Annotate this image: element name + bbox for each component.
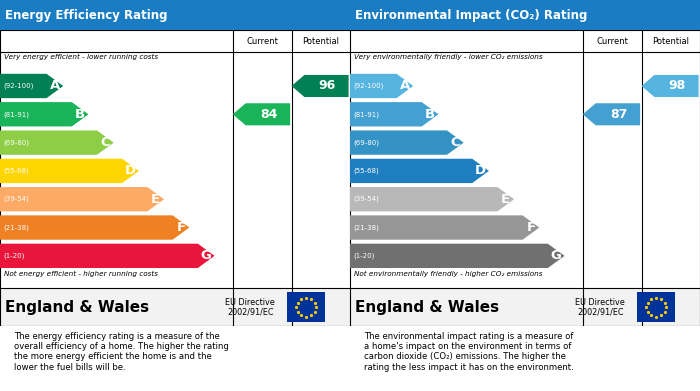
Polygon shape bbox=[350, 74, 413, 98]
Polygon shape bbox=[0, 187, 164, 212]
Polygon shape bbox=[350, 159, 489, 183]
Text: (39-54): (39-54) bbox=[354, 196, 379, 203]
Polygon shape bbox=[582, 103, 640, 126]
Text: F: F bbox=[176, 221, 186, 234]
Text: Very energy efficient - lower running costs: Very energy efficient - lower running co… bbox=[4, 54, 158, 60]
Text: G: G bbox=[551, 249, 561, 262]
Bar bbox=[350, 0, 700, 30]
Text: (81-91): (81-91) bbox=[354, 111, 379, 118]
Text: (1-20): (1-20) bbox=[354, 253, 375, 259]
Text: 87: 87 bbox=[610, 108, 627, 121]
Text: C: C bbox=[450, 136, 460, 149]
Polygon shape bbox=[350, 244, 564, 268]
Polygon shape bbox=[350, 215, 539, 240]
Text: A: A bbox=[400, 79, 410, 93]
Text: (69-80): (69-80) bbox=[4, 139, 29, 146]
Text: C: C bbox=[100, 136, 110, 149]
Text: (1-20): (1-20) bbox=[4, 253, 25, 259]
Text: Current: Current bbox=[596, 37, 628, 46]
Polygon shape bbox=[0, 131, 113, 155]
Text: 84: 84 bbox=[260, 108, 277, 121]
Bar bbox=[0, 288, 350, 326]
Bar bbox=[287, 292, 325, 322]
Polygon shape bbox=[641, 75, 699, 97]
Text: EU Directive
2002/91/EC: EU Directive 2002/91/EC bbox=[575, 298, 625, 317]
Text: Very environmentally friendly - lower CO₂ emissions: Very environmentally friendly - lower CO… bbox=[354, 54, 542, 60]
Text: F: F bbox=[526, 221, 536, 234]
Polygon shape bbox=[350, 131, 463, 155]
Text: D: D bbox=[475, 164, 486, 178]
Text: (21-38): (21-38) bbox=[354, 224, 379, 231]
Text: B: B bbox=[425, 108, 435, 121]
Bar bbox=[637, 292, 675, 322]
Polygon shape bbox=[0, 74, 63, 98]
Text: E: E bbox=[501, 193, 510, 206]
Text: G: G bbox=[201, 249, 211, 262]
Polygon shape bbox=[350, 187, 514, 212]
Polygon shape bbox=[0, 244, 214, 268]
Polygon shape bbox=[0, 102, 88, 126]
Text: Energy Efficiency Rating: Energy Efficiency Rating bbox=[6, 9, 168, 22]
Polygon shape bbox=[232, 103, 290, 126]
Text: (81-91): (81-91) bbox=[4, 111, 29, 118]
Text: A: A bbox=[50, 79, 60, 93]
Text: E: E bbox=[151, 193, 160, 206]
Text: The environmental impact rating is a measure of
a home's impact on the environme: The environmental impact rating is a mea… bbox=[364, 332, 574, 372]
Polygon shape bbox=[350, 102, 438, 126]
Text: Environmental Impact (CO₂) Rating: Environmental Impact (CO₂) Rating bbox=[355, 9, 587, 22]
Text: 96: 96 bbox=[318, 79, 336, 93]
Bar bbox=[350, 288, 700, 326]
Polygon shape bbox=[0, 215, 189, 240]
Polygon shape bbox=[292, 75, 349, 97]
Text: 98: 98 bbox=[668, 79, 686, 93]
Text: (92-100): (92-100) bbox=[4, 83, 34, 89]
Text: Not energy efficient - higher running costs: Not energy efficient - higher running co… bbox=[4, 271, 158, 278]
Polygon shape bbox=[0, 159, 139, 183]
Text: B: B bbox=[75, 108, 85, 121]
Text: (55-68): (55-68) bbox=[4, 168, 29, 174]
Bar bbox=[0, 0, 350, 30]
Text: EU Directive
2002/91/EC: EU Directive 2002/91/EC bbox=[225, 298, 275, 317]
Text: (21-38): (21-38) bbox=[4, 224, 29, 231]
Text: (39-54): (39-54) bbox=[4, 196, 29, 203]
Text: (69-80): (69-80) bbox=[354, 139, 379, 146]
Text: (92-100): (92-100) bbox=[354, 83, 384, 89]
Text: (55-68): (55-68) bbox=[354, 168, 379, 174]
Text: The energy efficiency rating is a measure of the
overall efficiency of a home. T: The energy efficiency rating is a measur… bbox=[14, 332, 229, 372]
Text: D: D bbox=[125, 164, 136, 178]
Text: Potential: Potential bbox=[302, 37, 340, 46]
Text: England & Wales: England & Wales bbox=[355, 300, 499, 315]
Text: England & Wales: England & Wales bbox=[6, 300, 149, 315]
Text: Not environmentally friendly - higher CO₂ emissions: Not environmentally friendly - higher CO… bbox=[354, 271, 542, 278]
Text: Potential: Potential bbox=[652, 37, 690, 46]
Text: Current: Current bbox=[246, 37, 278, 46]
